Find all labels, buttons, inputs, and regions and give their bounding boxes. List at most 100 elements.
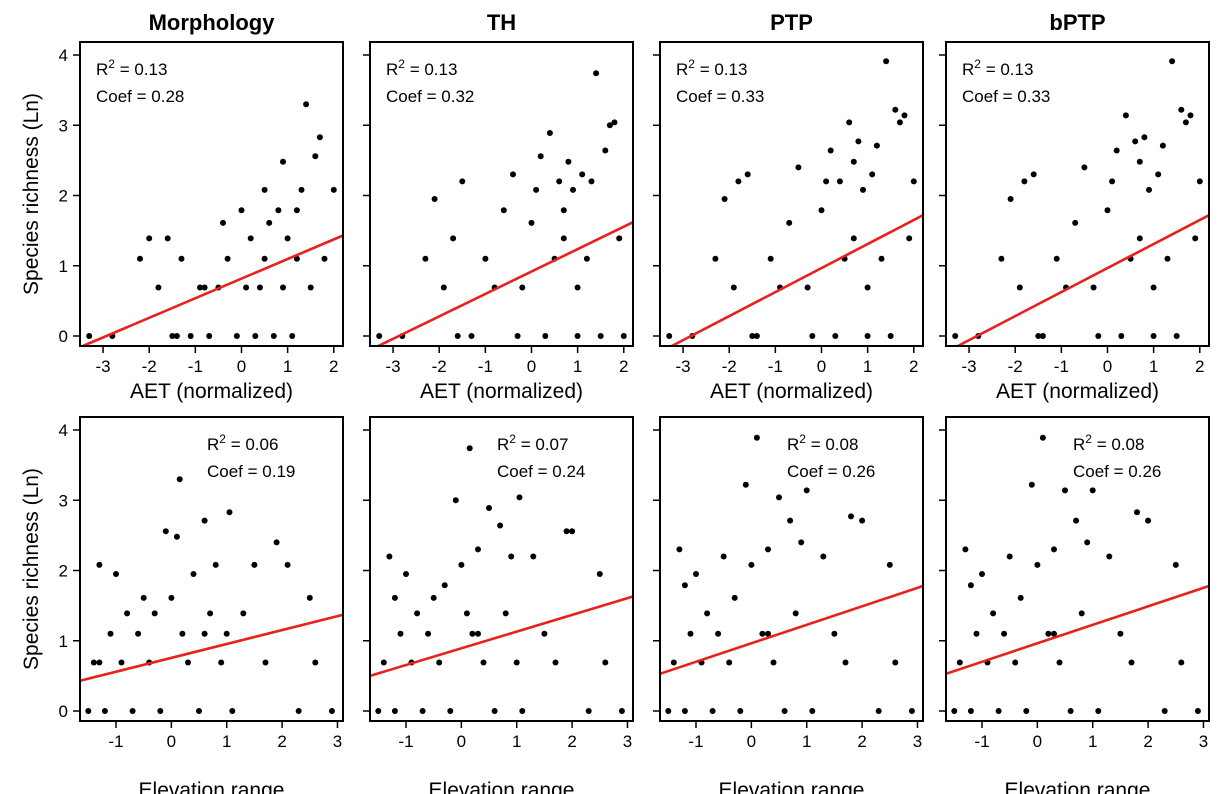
data-point	[497, 522, 504, 529]
data-point	[767, 255, 774, 262]
data-point	[665, 708, 672, 714]
data-point	[873, 142, 880, 149]
data-point	[726, 659, 733, 666]
x-tick-label: 2	[1195, 357, 1204, 376]
x-tick-label: 2	[619, 357, 628, 376]
data-point	[162, 528, 169, 535]
x-tick-label: 2	[1143, 732, 1152, 751]
data-point	[973, 630, 980, 637]
data-point	[135, 630, 142, 637]
data-point	[1161, 708, 1168, 714]
x-tick-label: 0	[1103, 357, 1112, 376]
coefficient-label: Coef = 0.24	[497, 462, 585, 481]
panel-frame	[79, 416, 344, 722]
data-point	[129, 708, 136, 714]
column-title: bPTP	[1049, 10, 1105, 35]
data-point	[998, 255, 1005, 262]
data-point	[118, 659, 125, 666]
y-axis-title: Species richness (Ln)	[20, 93, 43, 295]
data-point	[792, 610, 799, 617]
data-point	[560, 235, 567, 242]
regression-line	[659, 584, 924, 676]
x-tick-label: -1	[478, 357, 493, 376]
data-point	[403, 571, 409, 577]
data-point	[1134, 509, 1140, 516]
data-point	[620, 333, 627, 339]
data-point	[514, 333, 521, 339]
data-point	[1164, 255, 1171, 262]
data-point	[190, 571, 197, 577]
data-point	[530, 553, 537, 560]
data-point	[1073, 517, 1080, 524]
data-point	[1173, 333, 1180, 339]
data-point	[1023, 708, 1030, 714]
data-point	[749, 333, 756, 339]
data-point	[832, 333, 839, 339]
data-point	[168, 594, 175, 601]
x-tick-label: -3	[96, 357, 111, 376]
data-point	[1141, 134, 1148, 141]
data-point	[1016, 284, 1023, 291]
data-point	[422, 255, 429, 262]
data-point	[720, 553, 727, 560]
data-point	[956, 659, 963, 666]
data-point	[454, 333, 461, 339]
x-tick-label: 2	[909, 357, 918, 376]
data-point	[809, 333, 816, 339]
data-point	[1169, 58, 1176, 65]
y-tick-label: 0	[59, 702, 68, 721]
data-point	[137, 255, 143, 262]
data-point	[256, 284, 263, 291]
x-tick-label: 2	[567, 732, 576, 751]
data-point	[140, 594, 147, 601]
data-point	[910, 178, 917, 185]
data-point	[441, 582, 448, 589]
regression-line	[945, 584, 1210, 676]
data-point	[542, 333, 549, 339]
data-point	[809, 708, 816, 714]
data-point	[1132, 138, 1139, 145]
data-point	[218, 659, 225, 666]
data-point	[1128, 659, 1135, 666]
data-point	[508, 553, 515, 560]
data-point	[831, 630, 838, 637]
data-point	[155, 284, 162, 291]
data-point	[995, 708, 1002, 714]
data-point	[273, 539, 280, 546]
data-point	[284, 235, 291, 242]
data-point	[593, 70, 600, 77]
data-point	[574, 284, 581, 291]
panel-frame	[945, 41, 1210, 347]
data-point	[962, 546, 969, 553]
x-tick-label: -2	[722, 357, 737, 376]
x-axis-title: Elevation range	[719, 779, 865, 794]
x-tick-label: 1	[1149, 357, 1158, 376]
data-point	[765, 546, 771, 553]
data-point	[436, 659, 443, 666]
data-point	[220, 219, 226, 226]
data-point	[113, 571, 119, 577]
data-point	[419, 708, 426, 714]
data-point	[602, 147, 609, 154]
data-point	[185, 659, 191, 666]
column-title: PTP	[770, 10, 813, 35]
regression-line	[79, 613, 344, 683]
data-point	[425, 630, 432, 637]
data-point	[486, 505, 492, 511]
data-point	[574, 333, 581, 339]
x-tick-label: -2	[142, 357, 157, 376]
data-point	[827, 147, 834, 154]
data-point	[552, 659, 559, 666]
data-point	[469, 630, 476, 637]
data-point	[820, 553, 827, 560]
data-point	[560, 207, 567, 214]
data-point	[124, 610, 131, 617]
data-point	[280, 284, 286, 291]
data-point	[855, 138, 862, 145]
data-point	[585, 708, 592, 714]
panel-frame	[659, 416, 924, 722]
data-point	[146, 235, 153, 242]
data-point	[178, 255, 185, 262]
data-point	[1084, 539, 1091, 546]
data-point	[447, 708, 454, 714]
